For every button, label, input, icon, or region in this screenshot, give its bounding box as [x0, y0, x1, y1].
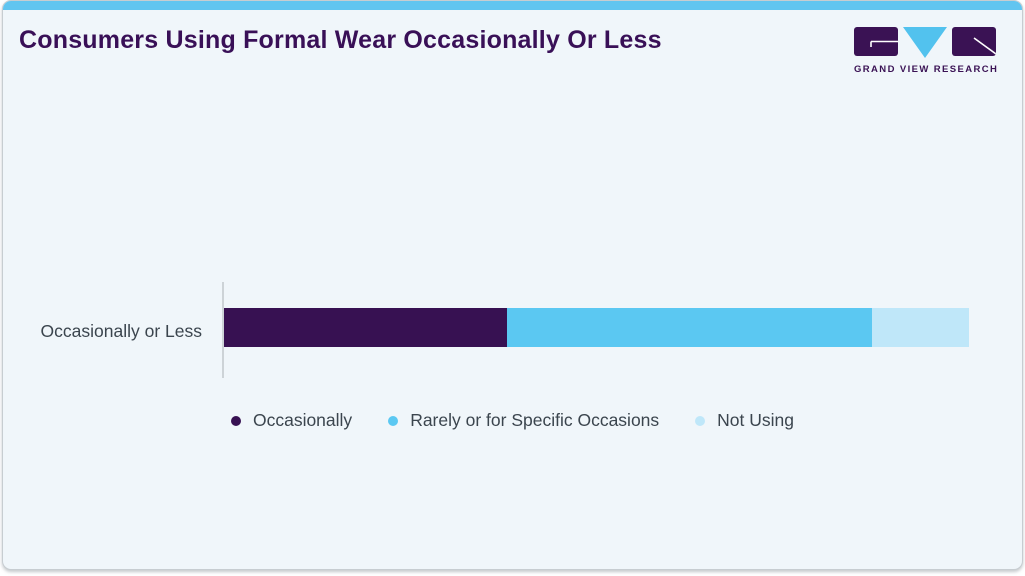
legend-label: Not Using	[717, 410, 795, 430]
chart-title: Consumers Using Formal Wear Occasionally…	[19, 26, 662, 54]
legend-dot-not-using	[695, 415, 706, 426]
logo-wordmark: GRAND VIEW RESEARCH	[854, 64, 999, 75]
y-axis-line	[222, 282, 224, 378]
legend: Occasionally Rarely or for Specific Occas…	[3, 410, 1022, 431]
category-label: Occasionally or Less	[40, 321, 202, 341]
logo-v-icon	[903, 27, 947, 58]
legend-dot-occasionally	[230, 415, 241, 426]
grand-view-research-logo: GRAND VIEW RESEARCH	[854, 27, 999, 75]
bar-segment-rarely-or-for-specific-occasions[interactable]	[507, 308, 873, 347]
bar-segment-occasionally[interactable]	[224, 308, 508, 347]
top-accent-strip	[3, 1, 1022, 10]
legend-label: Occasionally	[252, 410, 353, 430]
legend-dot-rarely-or-for-specific-occasions	[388, 415, 399, 426]
logo-r-icon	[952, 27, 996, 56]
bar-segment-not-using[interactable]	[872, 308, 969, 347]
stacked-bar	[224, 308, 969, 347]
legend-item-not-using[interactable]: Not Using	[695, 410, 794, 431]
logo-shapes	[854, 27, 996, 58]
legend-item-rarely-or-for-specific-occasions[interactable]: Rarely or for Specific Occasions	[388, 410, 659, 431]
logo-g-icon	[854, 27, 898, 56]
legend-item-occasionally[interactable]: Occasionally	[230, 410, 353, 431]
legend-label: Rarely or for Specific Occasions	[410, 410, 660, 430]
